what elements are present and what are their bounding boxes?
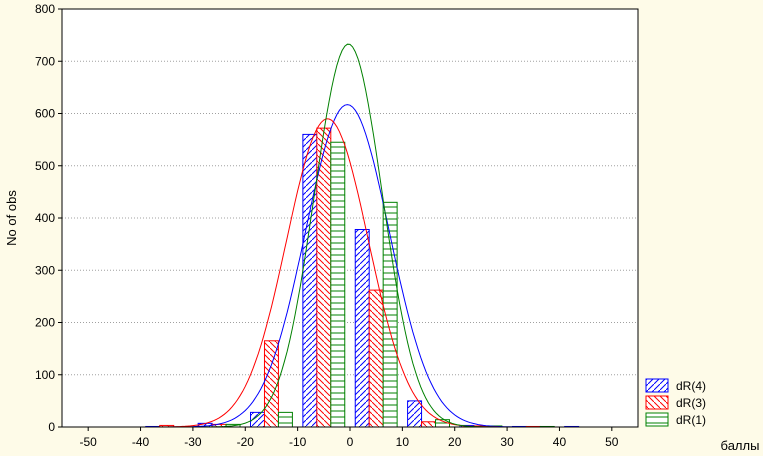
bar-dR(4) xyxy=(302,133,318,428)
x-tick-label: -20 xyxy=(237,435,255,449)
x-tick-label: 30 xyxy=(500,435,514,449)
x-tick-label: 20 xyxy=(448,435,462,449)
bar-dR(4) xyxy=(407,400,423,428)
bar-dR(1) xyxy=(277,411,293,428)
legend-swatch-dR(3) xyxy=(645,395,669,410)
y-tick-label: 400 xyxy=(35,211,55,225)
y-tick-label: 200 xyxy=(35,316,55,330)
bar-dR(3) xyxy=(263,340,279,428)
x-tick-label: 10 xyxy=(396,435,410,449)
x-tick-label: -50 xyxy=(80,435,98,449)
x-tick-label: -30 xyxy=(184,435,202,449)
bar-dR(1) xyxy=(330,141,346,428)
x-axis-label: баллы xyxy=(721,438,760,453)
x-tick-label: 0 xyxy=(347,435,354,449)
legend-label: dR(3) xyxy=(676,396,706,410)
bar-dR(4) xyxy=(354,228,370,428)
y-tick-label: 300 xyxy=(35,263,55,277)
y-tick-label: 0 xyxy=(48,420,55,434)
x-tick-label: 50 xyxy=(605,435,619,449)
y-tick-label: 700 xyxy=(35,54,55,68)
legend: dR(4) dR(3) dR(1) xyxy=(645,378,706,427)
x-tick-label: -40 xyxy=(132,435,150,449)
y-tick-label: 100 xyxy=(35,368,55,382)
y-axis-label: No of obs xyxy=(4,190,19,246)
legend-swatch-dR(1) xyxy=(645,412,669,427)
y-tick-label: 500 xyxy=(35,159,55,173)
x-tick-label: -10 xyxy=(289,435,307,449)
y-tick-label: 800 xyxy=(35,2,55,16)
bars xyxy=(145,127,580,428)
legend-swatch-dR(4) xyxy=(645,378,669,393)
legend-label: dR(4) xyxy=(676,379,706,393)
x-tick-label: 40 xyxy=(553,435,567,449)
grid-lines xyxy=(62,60,638,376)
bar-dR(3) xyxy=(368,289,384,428)
bar-dR(3) xyxy=(421,421,437,428)
y-tick-label: 600 xyxy=(35,107,55,121)
legend-label: dR(1) xyxy=(676,413,706,427)
